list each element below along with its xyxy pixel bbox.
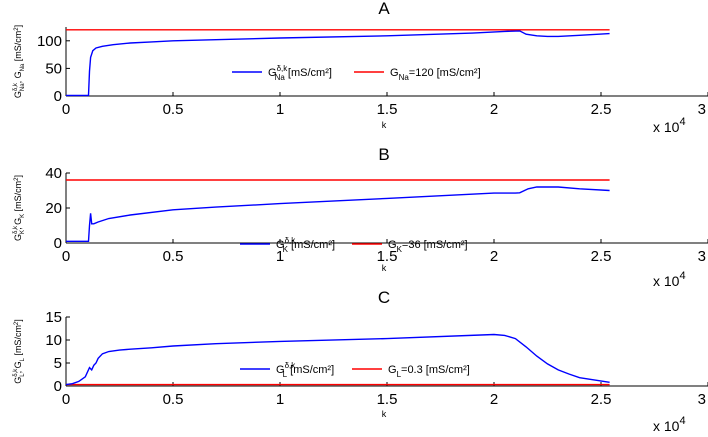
x-multiplier: x 104 <box>653 116 686 135</box>
x-tick-label: 0.5 <box>163 391 184 408</box>
x-tick-label: 3 <box>698 101 706 118</box>
x-tick-label: 0.5 <box>163 248 184 265</box>
x-multiplier: x 104 <box>653 415 686 434</box>
x-axis-label: k <box>382 409 387 419</box>
legend-entry: GNa=120 [mS/cm²] <box>390 67 481 82</box>
legend-entry: Gδ,k K [mS/cm²] <box>276 236 335 254</box>
y-tick-label: 10 <box>45 332 62 349</box>
panel-C: C 0 0.5 1 1.5 2 2.5 3 0 5 10 15 k x 104 Gδ,kL, GL [mS/… <box>13 288 708 434</box>
legend-entry: Gδ,k Na [mS/cm²] <box>268 64 332 82</box>
x-tick-label: 2.5 <box>591 391 612 408</box>
y-axis-label: Gδ,kK, GK [mS/cm2] <box>13 175 26 241</box>
x-tick-label: 2 <box>490 101 498 118</box>
panel-B: B 0 0.5 1 1.5 2 2.5 3 0 20 40 k x 104 Gδ,kK, GK [mS/c… <box>13 145 708 289</box>
y-axis-label: Gδ,kNa, GNa [mS/cm2] <box>13 25 26 98</box>
legend-entry: GL=0.3 [mS/cm²] <box>388 364 470 379</box>
panel-title: A <box>378 0 390 18</box>
x-multiplier: x 104 <box>653 270 686 289</box>
y-tick-label: 15 <box>45 309 62 326</box>
x-tick-label: 1.5 <box>377 101 398 118</box>
y-tick-label: 40 <box>45 165 62 182</box>
data-line <box>66 30 610 97</box>
x-tick-label: 0 <box>62 391 70 408</box>
x-axis-label: k <box>382 263 387 273</box>
data-line <box>66 186 610 243</box>
x-tick-label: 2.5 <box>591 101 612 118</box>
x-tick-label: 1.5 <box>377 248 398 265</box>
y-tick-label: 50 <box>45 60 62 77</box>
y-tick-label: 5 <box>54 355 62 372</box>
legend-entry: GK=36 [mS/cm²] <box>388 239 468 254</box>
x-tick-label: 1 <box>276 248 284 265</box>
y-tick-label: 100 <box>37 33 62 50</box>
panel-title: B <box>378 145 389 164</box>
data-line <box>65 333 610 386</box>
x-tick-label: 3 <box>698 391 706 408</box>
y-tick-label: 0 <box>54 235 62 252</box>
legend-entry: Gδ,k L [mS/cm²] <box>276 361 334 379</box>
y-axis-label: Gδ,kL, GL [mS/cm2] <box>13 319 26 384</box>
y-tick-label: 0 <box>54 88 62 105</box>
y-tick-label: 20 <box>45 200 62 217</box>
x-tick-label: 0 <box>62 248 70 265</box>
x-axis-label: k <box>382 120 387 130</box>
x-tick-label: 2 <box>490 248 498 265</box>
x-tick-label: 1 <box>276 101 284 118</box>
x-tick-label: 1.5 <box>377 391 398 408</box>
x-tick-label: 2.5 <box>591 248 612 265</box>
x-tick-label: 3 <box>698 248 706 265</box>
x-tick-label: 0.5 <box>163 101 184 118</box>
x-tick-label: 0 <box>62 101 70 118</box>
panel-A: A 0 0.5 1 1.5 2 2.5 3 0 50 100 k x 104 Gδ,kNa, GNa [m… <box>13 0 708 135</box>
y-tick-label: 0 <box>54 378 62 395</box>
panel-title: C <box>378 288 390 307</box>
x-tick-label: 2 <box>490 391 498 408</box>
x-tick-label: 1 <box>276 391 284 408</box>
